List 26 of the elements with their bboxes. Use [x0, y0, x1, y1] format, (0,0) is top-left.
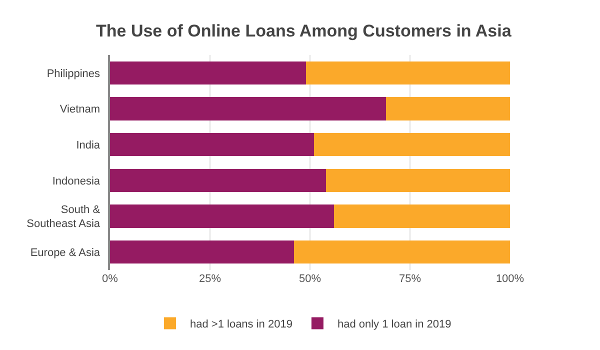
bar	[294, 240, 510, 264]
x-tick-label: 50%	[298, 273, 322, 285]
x-tick-label: 100%	[496, 273, 524, 285]
bar	[110, 204, 334, 228]
chart-title: The Use of Online Loans Among Customers in Asia	[96, 21, 512, 40]
bar	[326, 168, 510, 192]
x-tick-label: 75%	[398, 273, 422, 285]
legend-label: had >1 loans in 2019	[190, 318, 292, 330]
bar	[334, 204, 510, 228]
y-tick-label: Vietnam	[60, 104, 100, 116]
y-tick-label: India	[76, 139, 101, 152]
y-tick-label: Philippines	[46, 68, 101, 80]
bar	[110, 168, 326, 192]
bar	[110, 61, 306, 85]
y-tick-label: Europe & Asia	[30, 246, 101, 259]
bar	[386, 97, 510, 120]
bar	[110, 240, 294, 264]
y-tick-label: Indonesia	[52, 175, 101, 188]
x-tick-label: 0%	[102, 273, 118, 285]
legend-label: had only 1 loan in 2019	[337, 318, 452, 330]
bar	[306, 61, 510, 85]
bar	[314, 132, 510, 156]
bar	[110, 97, 386, 120]
x-tick-label: 25%	[198, 273, 222, 285]
y-tick-label: South & Southeast Asia	[26, 204, 101, 230]
bar	[110, 132, 314, 156]
